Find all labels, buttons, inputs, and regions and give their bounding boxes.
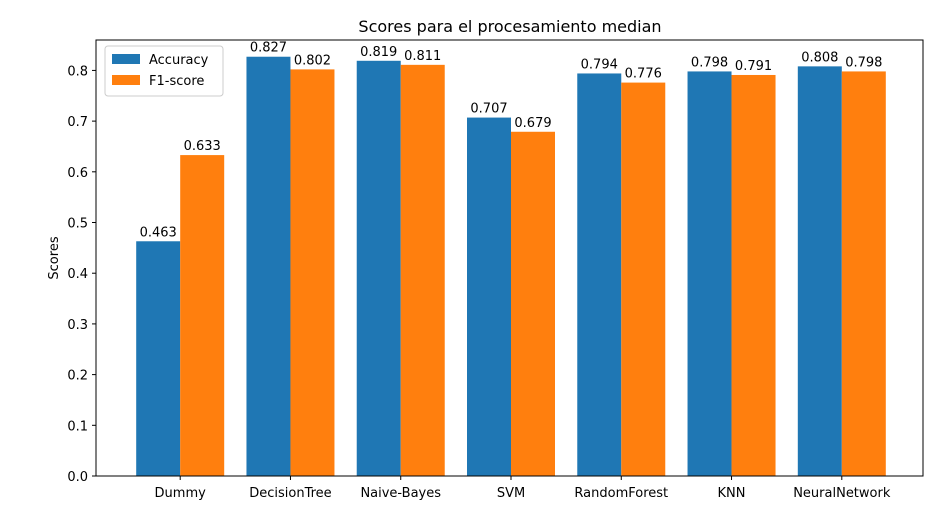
bar-f1-score-naive-bayes	[400, 64, 445, 476]
y-tick-label: 0.0	[67, 470, 88, 485]
legend: Accuracy F1-score	[104, 45, 224, 97]
y-axis-label: Scores	[47, 236, 62, 279]
bar-f1-score-knn	[731, 74, 776, 477]
x-tick-label: RandomForest	[574, 486, 668, 501]
x-tick-label: Dummy	[155, 486, 207, 501]
x-tick-label: KNN	[718, 486, 746, 501]
legend-label: F1-score	[149, 74, 204, 89]
plot-frame	[95, 39, 924, 477]
bar-accuracy-neuralnetwork	[797, 66, 842, 476]
bar-accuracy-randomforest	[577, 73, 622, 477]
bar-accuracy-dummy	[136, 241, 181, 476]
data-label: 0.808	[801, 50, 838, 65]
bar-accuracy-knn	[687, 71, 732, 476]
bar-f1-score-randomforest	[621, 82, 666, 476]
x-tick-label: DecisionTree	[249, 486, 331, 501]
data-labels-layer: 0.463 0.633 0.827 0.802 0.819 0.811 0.707 0.679…	[140, 41, 883, 241]
data-label: 0.791	[735, 59, 772, 74]
y-tick-label: 0.1	[67, 419, 88, 434]
data-label: 0.776	[625, 67, 662, 82]
x-tick-label: NeuralNetwork	[793, 486, 891, 501]
data-label: 0.463	[140, 225, 177, 240]
data-label: 0.794	[581, 57, 618, 72]
bar-accuracy-naive-bayes	[356, 60, 401, 477]
y-tick-label: 0.5	[67, 217, 88, 232]
y-tick-label: 0.6	[67, 166, 88, 181]
legend-swatch	[112, 75, 140, 85]
data-label: 0.819	[360, 45, 397, 60]
data-label: 0.802	[294, 53, 331, 68]
y-tick-label: 0.2	[67, 369, 88, 384]
bar-f1-score-dummy	[180, 155, 225, 476]
data-label: 0.798	[691, 55, 728, 70]
y-tick-label: 0.4	[67, 267, 88, 282]
x-tick-label: Naive-Bayes	[360, 486, 441, 501]
data-label: 0.811	[404, 49, 441, 64]
axes-layer: 0.0 0.1 0.2 0.3 0.4 0.5 0.6 0.7 0.8 Dummy Decision…	[67, 39, 924, 501]
y-tick-label: 0.7	[67, 115, 88, 130]
bar-f1-score-decisiontree	[290, 69, 335, 476]
data-label: 0.707	[470, 102, 507, 117]
legend-swatch	[112, 54, 140, 64]
data-label: 0.679	[514, 116, 551, 131]
data-label: 0.827	[250, 41, 287, 56]
data-label: 0.633	[184, 139, 221, 154]
y-tick-label: 0.3	[67, 318, 88, 333]
legend-label: Accuracy	[149, 53, 209, 68]
bar-f1-score-svm	[511, 131, 555, 476]
chart-title: Scores para el procesamiento median	[358, 17, 661, 36]
bars-layer	[136, 56, 886, 477]
bar-accuracy-decisiontree	[246, 56, 291, 477]
bar-f1-score-neuralnetwork	[841, 71, 886, 476]
y-tick-label: 0.8	[67, 64, 88, 79]
bar-accuracy-svm	[467, 117, 511, 476]
data-label: 0.798	[845, 55, 882, 70]
x-tick-label: SVM	[497, 486, 525, 501]
